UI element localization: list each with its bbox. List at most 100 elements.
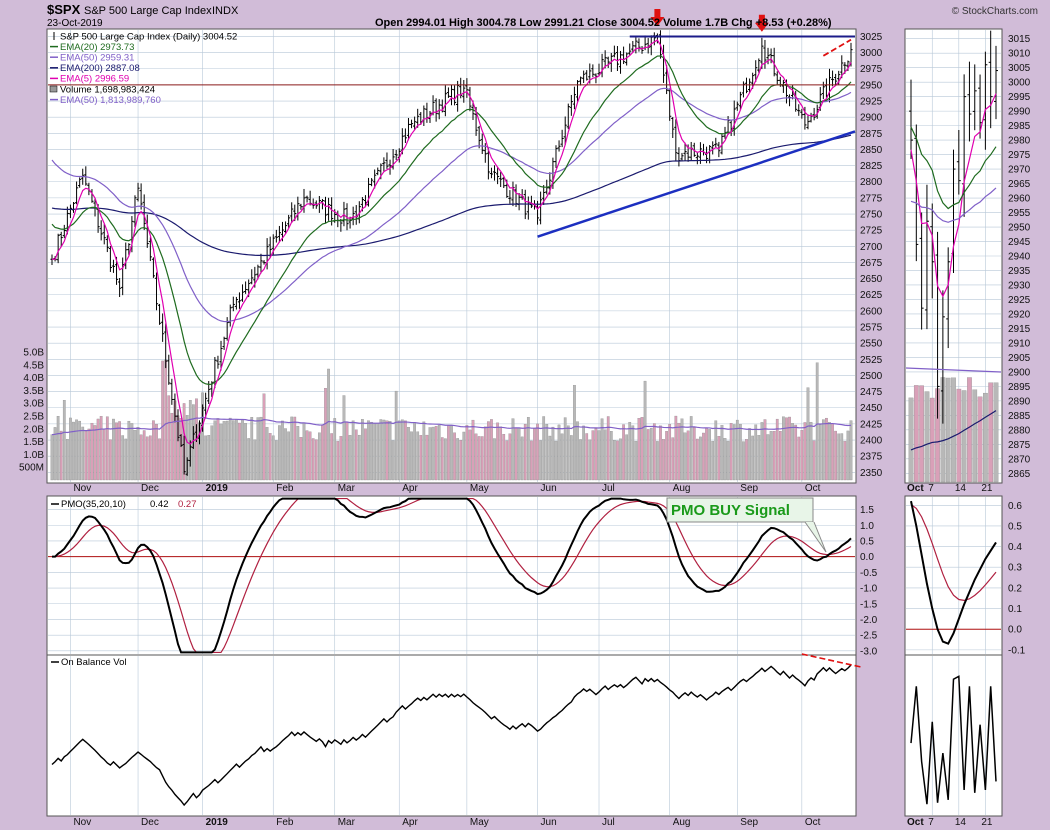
- volume-bar: [474, 433, 478, 481]
- volume-bar: [231, 420, 235, 481]
- inset-pmo-y-tick-label: 0.1: [1008, 604, 1022, 615]
- x-tick-label: Feb: [276, 483, 294, 494]
- inset-volume-bar: [961, 390, 967, 483]
- inset-y-tick-label: 2975: [1008, 150, 1031, 161]
- pmo-y-tick-label: -2.0: [860, 615, 878, 626]
- volume-bar: [139, 434, 143, 481]
- volume-bar: [428, 427, 432, 481]
- volume-y-tick-label: 1.0B: [23, 450, 44, 461]
- volume-bar: [548, 435, 552, 481]
- volume-bar: [585, 433, 589, 481]
- volume-bar: [204, 435, 208, 481]
- volume-bar: [348, 435, 352, 481]
- volume-bar: [695, 438, 699, 481]
- inset-y-tick-label: 2905: [1008, 353, 1031, 364]
- inset-y-tick-label: 2925: [1008, 295, 1031, 306]
- x-tick-label: Aug: [673, 483, 691, 494]
- inset-y-tick-label: 2950: [1008, 223, 1031, 234]
- volume-bar: [849, 420, 853, 481]
- volume-y-tick-label: 4.0B: [23, 373, 44, 384]
- volume-bar: [603, 429, 607, 481]
- inset-y-tick-label: 2895: [1008, 382, 1031, 393]
- volume-bar: [93, 425, 97, 481]
- watermark: © StockCharts.com: [952, 6, 1038, 17]
- volume-bar: [699, 436, 702, 481]
- volume-bar: [769, 431, 773, 481]
- volume-bar: [354, 429, 358, 481]
- inset-x-tick-label: 21: [981, 483, 993, 494]
- inset-ema50-line: [910, 187, 997, 223]
- inset-pmo-y-tick-label: -0.1: [1008, 645, 1026, 656]
- volume-bar: [791, 423, 794, 481]
- obv-divergence-dash: [801, 653, 862, 668]
- volume-y-tick-label: 3.5B: [23, 386, 44, 397]
- price-y-tick-label: 2775: [860, 193, 883, 204]
- volume-bar: [843, 441, 847, 481]
- inset-pmo-signal-line: [910, 504, 997, 602]
- price-y-tick-label: 2875: [860, 129, 883, 140]
- volume-bar: [351, 420, 355, 481]
- volume-bar: [118, 421, 121, 481]
- volume-bar: [410, 431, 413, 481]
- volume-bar: [259, 416, 263, 481]
- inset-ema20-line: [910, 126, 997, 210]
- inset-volume-bar: [924, 391, 930, 483]
- volume-bar: [517, 427, 521, 481]
- pmo-legend-value2: 0.27: [178, 499, 197, 510]
- inset-volume-bar: [951, 377, 956, 483]
- volume-bar: [477, 436, 481, 481]
- price-y-tick-label: 2675: [860, 258, 883, 269]
- volume-bar: [81, 426, 85, 481]
- inset-y-tick-label: 2995: [1008, 92, 1031, 103]
- inset-y-tick-label: 2945: [1008, 237, 1031, 248]
- volume-bar: [78, 420, 82, 481]
- volume-bar: [825, 417, 828, 481]
- volume-bar: [87, 428, 91, 481]
- volume-bar: [794, 424, 798, 481]
- x-tick-label: Mar: [338, 483, 356, 494]
- volume-bar: [505, 440, 509, 481]
- volume-bar: [450, 424, 453, 481]
- volume-bar: [314, 439, 318, 481]
- pmo-y-tick-label: 0.0: [860, 552, 874, 563]
- volume-bar: [788, 416, 791, 481]
- volume-bar: [545, 424, 549, 481]
- volume-bar: [407, 427, 410, 481]
- volume-bar: [247, 438, 251, 481]
- inset-volume-bar: [983, 392, 988, 483]
- volume-bar: [127, 420, 131, 481]
- inset-volume-bar: [988, 382, 994, 483]
- inset-x-tick-label: Oct: [907, 817, 924, 828]
- volume-bar: [225, 420, 229, 481]
- volume-bar: [815, 362, 819, 481]
- volume-y-tick-label: 2.0B: [23, 424, 44, 435]
- volume-bar: [723, 438, 727, 481]
- inset-y-tick-label: 2875: [1008, 440, 1031, 451]
- inset-volume-bar: [945, 377, 951, 483]
- chart-date: 23-Oct-2019: [47, 18, 103, 29]
- volume-bar: [453, 432, 456, 481]
- legend-entry: EMA(200) 2887.08: [60, 63, 140, 74]
- volume-bar: [530, 440, 533, 481]
- volume-bar: [188, 400, 192, 481]
- volume-bar: [778, 431, 782, 481]
- label-layer: 2350 2375 2400 2425 2450 2475 2500 2525 2550 2575…: [19, 32, 1031, 828]
- volume-bar: [797, 436, 801, 481]
- ema20-line: [51, 55, 852, 385]
- volume-bar: [462, 431, 466, 481]
- volume-bar: [419, 435, 423, 481]
- inset-obv-line: [910, 675, 997, 805]
- volume-bar: [551, 426, 555, 481]
- volume-bar: [523, 423, 527, 481]
- inset-y-tick-label: 2965: [1008, 179, 1031, 190]
- volume-bar: [142, 430, 146, 481]
- inset-x-tick-label: 7: [928, 483, 934, 494]
- volume-bar: [170, 412, 174, 481]
- legend-entry: EMA(5) 2996.59: [60, 74, 129, 85]
- volume-bar: [637, 418, 641, 481]
- volume-bar: [336, 441, 340, 481]
- price-y-tick-label: 2825: [860, 161, 883, 172]
- volume-bar: [167, 395, 171, 481]
- volume-y-tick-label: 3.0B: [23, 399, 44, 410]
- volume-bar: [812, 440, 816, 481]
